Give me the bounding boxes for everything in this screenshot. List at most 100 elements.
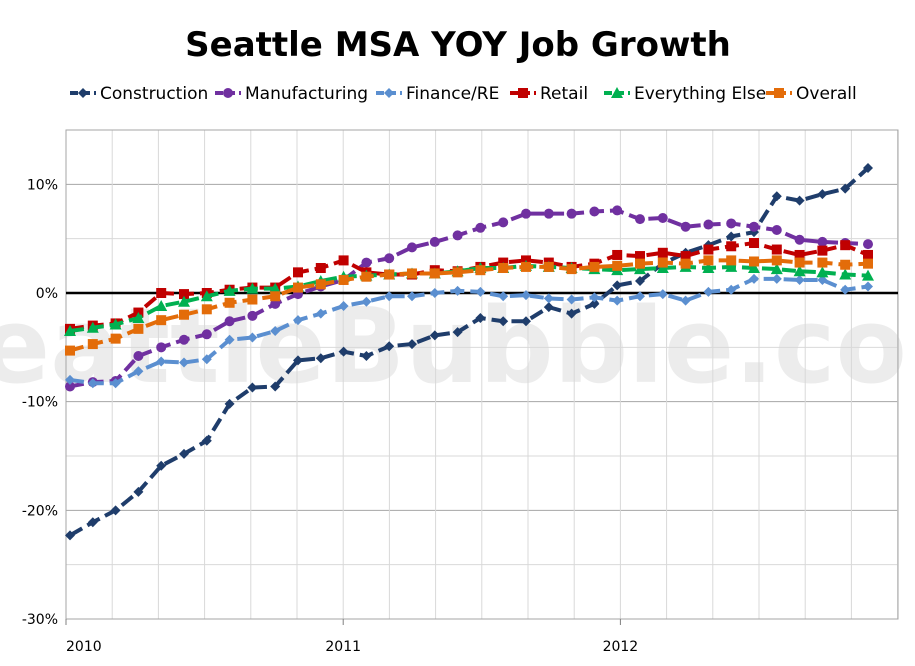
data-point-retail — [794, 249, 805, 260]
watermark: SeattleBubble.com — [0, 285, 915, 407]
data-point-construction — [794, 195, 805, 206]
data-point-construction — [771, 191, 782, 202]
data-point-manufacturing — [452, 230, 463, 241]
data-point-manufacturing — [224, 316, 235, 327]
data-point-manufacturing — [863, 239, 873, 250]
data-point-finance-re — [452, 285, 463, 296]
data-point-construction — [247, 382, 258, 393]
legend-label: Construction — [100, 84, 208, 104]
data-point-construction — [429, 330, 440, 341]
data-point-manufacturing — [521, 208, 531, 219]
data-point-construction — [407, 339, 417, 350]
data-point-overall — [566, 264, 577, 275]
data-point-overall — [543, 261, 554, 272]
data-point-manufacturing — [703, 219, 714, 230]
data-point-overall — [133, 323, 144, 334]
series-line-finance-re — [69, 276, 869, 386]
data-point-everything-else — [702, 262, 715, 274]
data-point-overall — [657, 257, 668, 268]
data-point-overall — [589, 261, 600, 272]
data-point-finance-re — [657, 289, 668, 300]
data-point-everything-else — [839, 268, 852, 280]
legend-swatch-marker — [518, 88, 528, 98]
data-point-manufacturing — [817, 236, 828, 247]
data-point-construction — [110, 505, 121, 516]
data-point-manufacturing — [726, 218, 737, 229]
legend-item-everything-else: Everything Else — [604, 84, 766, 104]
legend-item-construction: Construction — [70, 84, 208, 104]
data-point-construction — [589, 298, 600, 309]
data-point-construction — [179, 448, 189, 459]
data-point-construction — [65, 530, 75, 541]
data-point-everything-else — [200, 290, 213, 302]
data-point-construction — [156, 460, 167, 471]
data-point-overall — [817, 257, 828, 268]
data-point-construction — [726, 231, 737, 242]
data-point-construction — [475, 312, 486, 323]
data-point-manufacturing — [657, 213, 668, 224]
data-point-retail — [635, 251, 645, 262]
legend-swatch-marker — [223, 88, 233, 98]
data-point-manufacturing — [201, 329, 212, 340]
data-point-manufacturing — [475, 222, 486, 233]
series-finance-re — [65, 273, 873, 389]
tick-labels: 10% 0% -10% -20% -30% 2010 2011 2012 — [22, 177, 638, 655]
x-tick-label: 2012 — [603, 639, 639, 655]
data-point-overall — [475, 265, 486, 276]
x-tick-label: 2011 — [325, 639, 361, 655]
data-point-manufacturing — [589, 206, 600, 217]
data-point-finance-re — [840, 284, 851, 295]
data-point-retail — [612, 249, 623, 260]
data-point-construction — [566, 308, 577, 319]
data-point-finance-re — [156, 356, 167, 367]
legend-item-retail: Retail — [510, 84, 588, 104]
data-point-construction — [543, 302, 554, 313]
data-point-finance-re — [498, 291, 509, 302]
data-point-finance-re — [680, 295, 691, 306]
y-tick-label: 10% — [27, 177, 58, 193]
data-point-finance-re — [133, 366, 144, 377]
data-point-finance-re — [293, 315, 303, 326]
data-point-overall — [680, 258, 691, 269]
data-point-finance-re — [726, 284, 737, 295]
data-point-manufacturing — [498, 217, 509, 228]
data-point-manufacturing — [384, 253, 395, 264]
data-point-manufacturing — [179, 334, 189, 345]
data-point-manufacturing — [635, 214, 645, 225]
legend-item-finance-re: Finance/RE — [376, 84, 499, 104]
data-point-construction — [863, 163, 873, 174]
series-construction — [65, 163, 873, 541]
data-point-retail — [771, 244, 782, 255]
data-point-manufacturing — [270, 298, 281, 309]
data-point-finance-re — [110, 378, 121, 389]
data-point-manufacturing — [680, 221, 691, 232]
data-point-manufacturing — [361, 257, 372, 268]
data-point-construction — [133, 486, 144, 497]
y-tick-label: 0% — [36, 286, 58, 302]
data-point-overall — [749, 256, 759, 267]
data-point-construction — [612, 280, 623, 291]
data-point-retail — [338, 255, 349, 266]
data-point-overall — [179, 309, 189, 320]
legend: Construction Manufacturing Finance/RE Retai… — [70, 84, 857, 104]
y-tick-label: -10% — [22, 395, 58, 411]
data-point-construction — [361, 351, 372, 362]
series-layer — [64, 163, 874, 541]
legend-label: Finance/RE — [406, 84, 499, 104]
data-point-everything-else — [269, 282, 282, 294]
data-point-finance-re — [224, 334, 235, 345]
data-point-everything-else — [246, 282, 259, 294]
data-point-construction — [201, 435, 212, 446]
data-point-overall — [315, 279, 326, 290]
chart-title: Seattle MSA YOY Job Growth — [185, 25, 731, 65]
data-point-finance-re — [338, 301, 349, 312]
data-point-overall — [65, 345, 75, 356]
data-point-finance-re — [429, 288, 440, 298]
data-point-finance-re — [863, 281, 873, 292]
data-point-overall — [612, 260, 623, 271]
data-point-manufacturing — [566, 208, 577, 219]
data-point-retail — [179, 289, 189, 300]
data-point-overall — [224, 297, 235, 308]
data-point-everything-else — [132, 311, 145, 323]
data-point-finance-re — [201, 354, 212, 365]
